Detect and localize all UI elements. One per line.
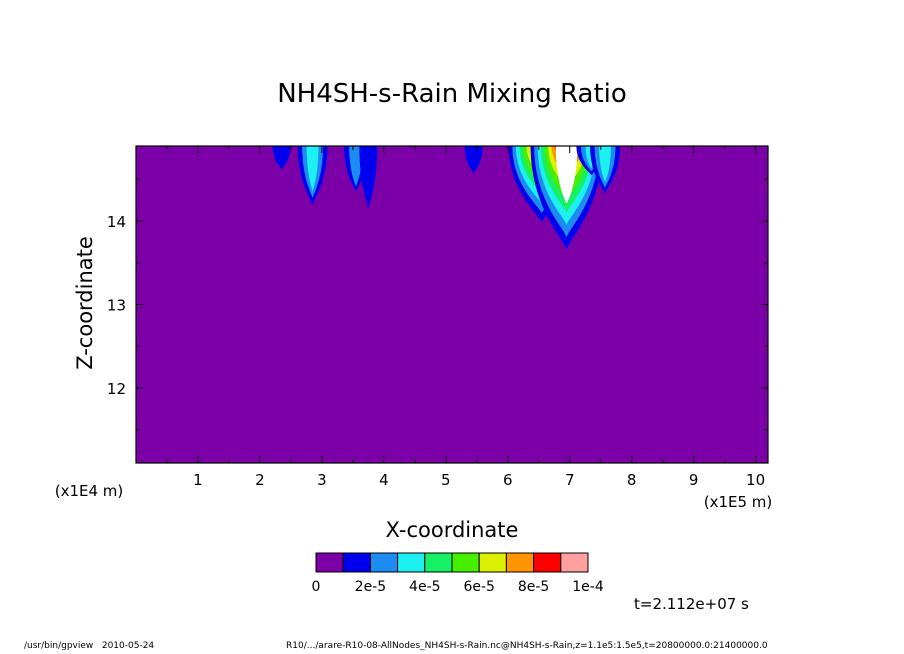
colorbar-swatch xyxy=(424,552,453,573)
footer-program-info: /usr/bin/gpview 2010-05-24 xyxy=(24,641,154,651)
colorbar-swatch xyxy=(342,552,371,573)
x-axis-label: X-coordinate xyxy=(386,518,519,542)
colorbar-label: 1e-4 xyxy=(572,579,604,595)
x-axis-unit: (x1E5 m) xyxy=(704,493,773,511)
y-axis-unit: (x1E4 m) xyxy=(55,482,124,500)
x-tick-label: 5 xyxy=(441,471,451,489)
colorbar-label: 0 xyxy=(312,579,321,595)
footer-source: R10/.../arare-R10-08-AllNodes_NH4SH-s-Ra… xyxy=(286,641,768,651)
chart-title: NH4SH-s-Rain Mixing Ratio xyxy=(277,79,627,109)
x-tick-label: 2 xyxy=(255,471,265,489)
footer-program: /usr/bin/gpview xyxy=(24,641,94,651)
colorbar-swatch xyxy=(315,552,344,573)
plume-contour-3-0 xyxy=(359,146,378,209)
x-tick-label: 8 xyxy=(627,471,637,489)
colorbar-label: 4e-5 xyxy=(409,579,440,595)
x-tick-label: 10 xyxy=(746,471,765,489)
x-tick-label: 7 xyxy=(565,471,575,489)
plume-contour-1-2 xyxy=(306,146,319,192)
y-tick-label: 14 xyxy=(107,213,126,231)
plot-area xyxy=(136,137,768,463)
plume-contour-0-0 xyxy=(272,146,291,170)
colorbar-label: 6e-5 xyxy=(463,579,494,595)
y-tick-label: 13 xyxy=(107,297,126,315)
colorbar-swatch xyxy=(533,552,562,573)
plume-contour-8-2 xyxy=(599,146,611,183)
colorbar-label: 2e-5 xyxy=(355,579,386,595)
colorbar-swatch xyxy=(397,552,426,573)
colorbar-swatch xyxy=(478,552,507,573)
colorbar-swatch xyxy=(369,552,399,573)
plume-contour-6-9 xyxy=(562,137,572,146)
x-tick-label: 1 xyxy=(193,471,203,489)
y-axis-label: Z-coordinate xyxy=(73,236,97,370)
colorbar: 0 2e-5 4e-5 6e-5 8e-5 1e-4 xyxy=(312,552,604,595)
footer-date: 2010-05-24 xyxy=(101,641,155,651)
x-tick-label: 4 xyxy=(379,471,389,489)
x-tick-label: 3 xyxy=(317,471,327,489)
x-tick-label: 6 xyxy=(503,471,513,489)
time-label: t=2.112e+07 s xyxy=(634,595,749,613)
x-tick-label: 9 xyxy=(689,471,699,489)
colorbar-label: 8e-5 xyxy=(518,579,549,595)
colorbar-swatch xyxy=(451,552,480,573)
plume-contour-2-1 xyxy=(349,146,363,187)
colorbar-swatch xyxy=(560,552,589,573)
y-tick-label: 12 xyxy=(107,380,126,398)
plume-core-6 xyxy=(555,146,578,204)
plume-contour-4-0 xyxy=(464,146,483,174)
field-background xyxy=(136,146,768,463)
colorbar-swatch xyxy=(505,552,535,573)
